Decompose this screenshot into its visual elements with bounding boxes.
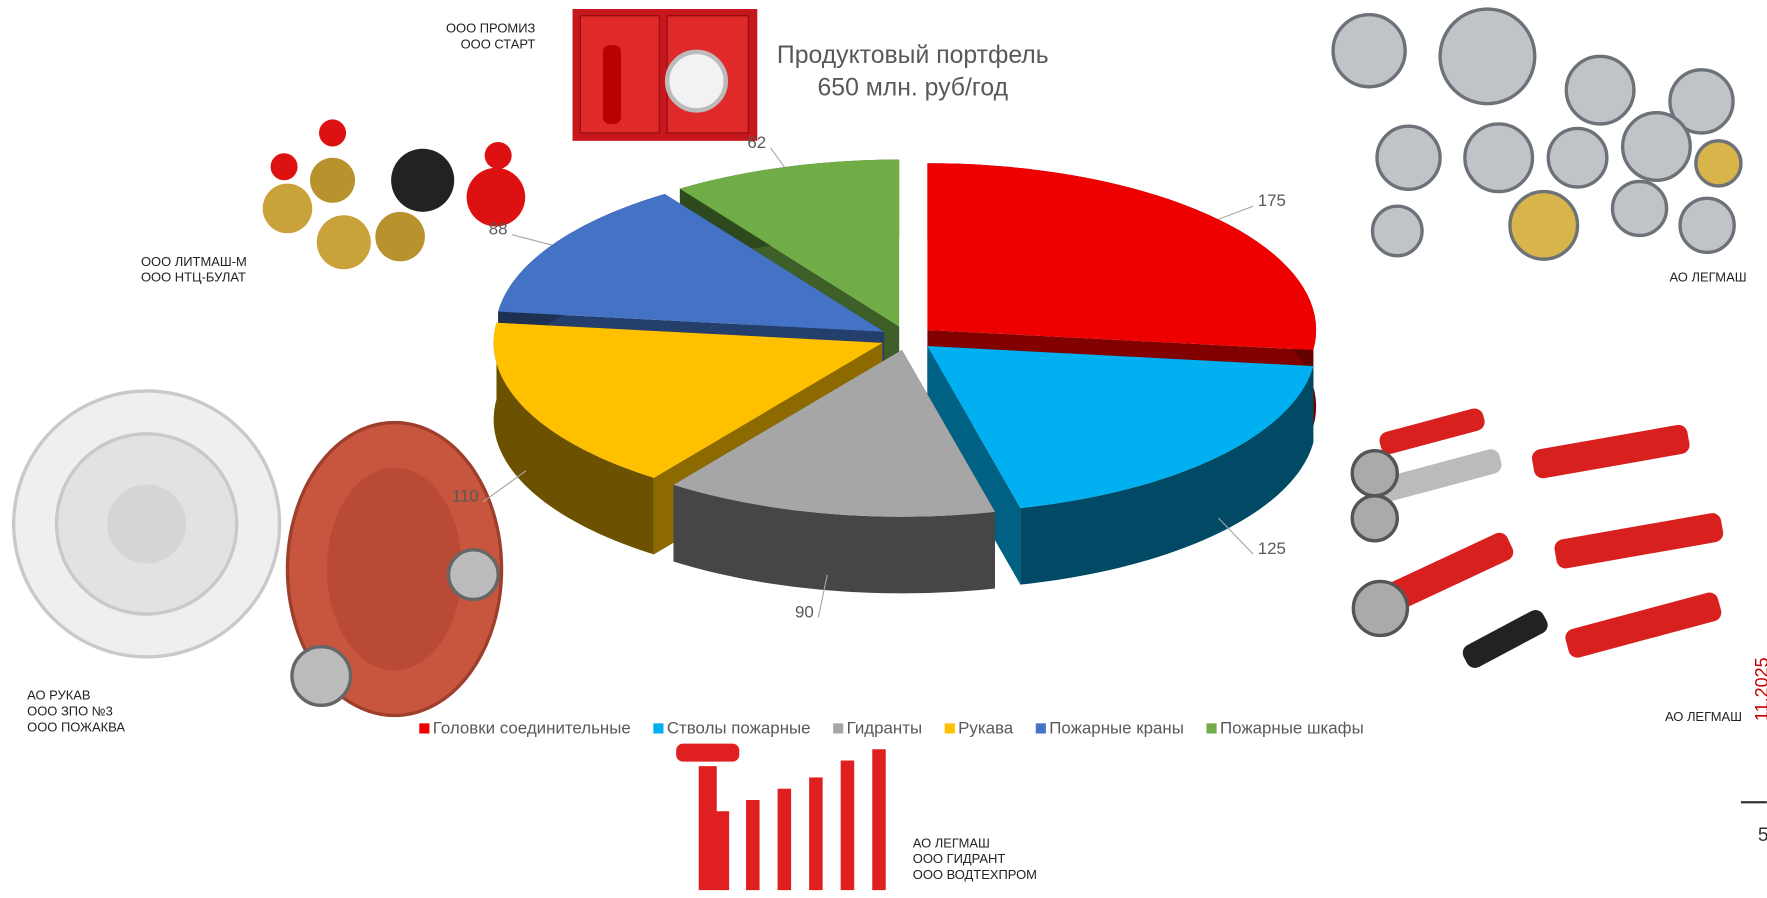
page-number: 5 <box>1758 825 1767 846</box>
company-name: ООО ПРОМИЗ <box>446 21 536 36</box>
data-label: 175 <box>1258 191 1286 210</box>
nozzles-image <box>1350 408 1724 668</box>
company-name: АО ЛЕГМАШ <box>1665 709 1742 724</box>
legend-label: Пожарные шкафы <box>1220 718 1364 737</box>
slice-side <box>673 484 995 594</box>
legend-swatch <box>944 723 955 734</box>
slice <box>679 159 900 327</box>
data-label: 62 <box>747 133 766 152</box>
leader-line <box>482 470 527 503</box>
legend-label: Рукава <box>958 718 1014 737</box>
hoses-image <box>11 389 504 718</box>
slice <box>673 349 995 517</box>
company-name: АО ЛЕГМАШ <box>1669 270 1746 285</box>
slice <box>927 163 1317 351</box>
chart-subtitle: 650 млн. руб/год <box>818 75 1009 102</box>
legend-swatch <box>1206 723 1217 734</box>
company-name: АО ЛЕГМАШ <box>913 835 990 850</box>
legend-swatch <box>1035 723 1046 734</box>
slice <box>927 346 1314 508</box>
hydrants-image <box>676 743 886 891</box>
legend-swatch <box>833 723 844 734</box>
legend-swatch <box>419 723 430 734</box>
legend-label: Стволы пожарные <box>667 718 811 737</box>
data-label: 88 <box>489 220 508 239</box>
company-name: ООО ПОЖАКВА <box>27 719 125 734</box>
pie: 175 125 90 110 88 62 <box>452 133 1317 621</box>
footer-date: 11.2025 <box>1752 657 1767 721</box>
leader-line <box>770 147 785 168</box>
slice-side <box>493 322 654 555</box>
legend-swatch <box>653 723 664 734</box>
company-name: ООО СТАРТ <box>461 36 536 51</box>
company-name: АО РУКАВ <box>27 688 90 703</box>
data-label: 125 <box>1258 539 1286 558</box>
company-name: ООО ВОДТЕХПРОМ <box>913 867 1037 882</box>
legend-label: Головки соединительные <box>433 718 631 737</box>
legend-label: Гидранты <box>847 718 922 737</box>
company-name: ООО НТЦ-БУЛАТ <box>141 270 246 285</box>
company-name: ООО ЛИТМАШ-М <box>141 254 247 269</box>
leader-line <box>817 574 828 618</box>
leader-line <box>511 234 553 246</box>
legend-label: Пожарные краны <box>1049 718 1184 737</box>
fittings-image <box>1301 0 1744 262</box>
slice-wall <box>927 346 1021 585</box>
legend: Головки соединительные Стволы пожарные Гид… <box>419 718 1364 737</box>
leader-line <box>1218 205 1254 220</box>
company-name: ООО ГИДРАНТ <box>913 851 1006 866</box>
slice-side <box>1020 366 1314 585</box>
slice <box>493 322 883 478</box>
data-label: 110 <box>452 487 479 506</box>
data-label: 90 <box>795 602 814 621</box>
chart-title: Продуктовый портфель <box>777 42 1049 69</box>
valves-image <box>262 119 526 270</box>
leader-line <box>1217 517 1254 555</box>
slice <box>498 194 885 332</box>
cabinet-image <box>572 9 758 141</box>
company-name: ООО ЗПО №3 <box>27 704 113 719</box>
